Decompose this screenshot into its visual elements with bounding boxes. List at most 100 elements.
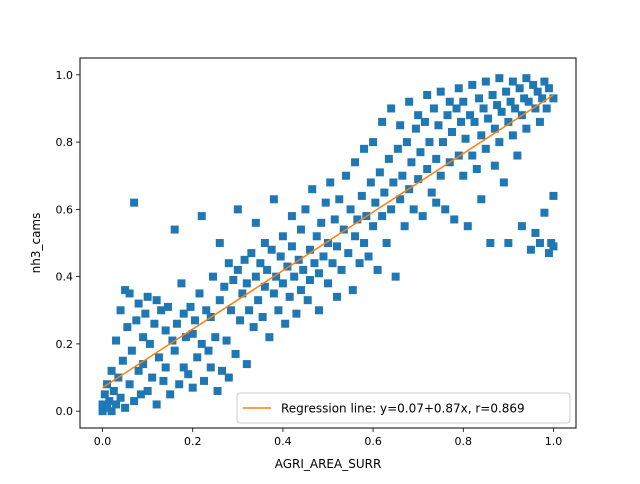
scatter-point	[105, 397, 114, 406]
scatter-point	[378, 117, 387, 126]
scatter-point	[353, 215, 362, 224]
scatter-point	[290, 272, 299, 281]
scatter-point	[251, 218, 260, 227]
scatter-point	[109, 387, 118, 395]
scatter-point	[125, 380, 134, 389]
scatter-point	[163, 302, 172, 311]
scatter-point	[116, 393, 125, 402]
scatter-point	[438, 138, 447, 147]
scatter-point	[154, 353, 163, 362]
scatter-point	[409, 205, 418, 214]
scatter-point	[544, 84, 553, 93]
scatter-point	[366, 178, 375, 187]
scatter-point	[502, 87, 511, 96]
scatter-point	[466, 111, 475, 120]
scatter-point	[245, 306, 254, 315]
scatter-point	[256, 259, 265, 268]
scatter-point	[236, 316, 245, 325]
scatter-point	[166, 390, 175, 399]
scatter-point	[445, 97, 454, 106]
scatter-point	[197, 339, 206, 348]
scatter-point	[533, 87, 542, 96]
scatter-point	[200, 376, 208, 385]
scatter-point	[452, 104, 461, 113]
scatter-point	[508, 131, 517, 140]
scatter-point	[490, 161, 499, 170]
scatter-point	[389, 178, 398, 187]
scatter-point	[387, 205, 396, 214]
scatter-point	[531, 228, 540, 237]
scatter-point	[321, 198, 330, 207]
scatter-point	[186, 302, 195, 311]
scatter-point	[319, 252, 328, 261]
scatter-point	[459, 171, 468, 180]
scatter-point	[292, 309, 301, 318]
scatter-point	[504, 117, 513, 126]
scatter-point	[197, 212, 206, 221]
scatter-point	[278, 232, 287, 241]
scatter-point	[360, 239, 369, 247]
scatter-point	[206, 363, 215, 372]
scatter-point	[263, 265, 272, 274]
scatter-point	[287, 212, 296, 221]
y-axis-ticks: 0.0 0.2 0.4 0.6 0.8 1.0	[56, 69, 80, 418]
scatter-point	[260, 239, 269, 247]
scatter-point	[317, 218, 326, 227]
scatter-point	[470, 117, 479, 126]
scatter-point	[260, 282, 269, 291]
scatter-point	[504, 239, 513, 247]
scatter-point	[475, 94, 484, 103]
scatter-point	[535, 239, 544, 247]
scatter-point	[150, 319, 159, 328]
scatter-point	[522, 124, 531, 133]
scatter-point	[378, 212, 387, 221]
scatter-point	[436, 171, 445, 180]
scatter-point	[484, 114, 493, 123]
scatter-point	[181, 333, 190, 342]
scatter-point	[287, 242, 296, 251]
scatter-point	[486, 239, 495, 247]
points-layer	[98, 74, 558, 416]
scatter-point	[459, 97, 468, 106]
scatter-point	[333, 292, 342, 301]
y-tick-label: 0.4	[56, 271, 74, 284]
scatter-point	[538, 94, 547, 103]
scatter-point	[175, 380, 184, 389]
scatter-point	[432, 198, 441, 207]
scatter-point	[130, 198, 139, 207]
scatter-point	[526, 245, 535, 254]
scatter-point	[233, 205, 242, 214]
scatter-point	[326, 178, 335, 187]
scatter-point	[544, 249, 553, 258]
scatter-point	[188, 383, 197, 392]
scatter-point	[344, 249, 353, 258]
scatter-point	[224, 373, 233, 382]
scatter-point	[441, 205, 450, 214]
y-tick-label: 0.6	[56, 203, 74, 216]
scatter-point	[267, 245, 276, 254]
scatter-point	[508, 77, 517, 86]
scatter-point	[136, 390, 145, 399]
scatter-point	[143, 292, 152, 301]
scatter-point	[346, 205, 355, 214]
scatter-point	[134, 366, 143, 375]
legend: Regression line: y=0.07+0.87x, r=0.869	[236, 392, 571, 424]
scatter-point	[308, 185, 317, 194]
scatter-point	[276, 252, 285, 261]
scatter-point	[549, 242, 558, 251]
scatter-point	[314, 306, 323, 315]
scatter-point	[411, 124, 420, 133]
scatter-point	[112, 400, 121, 409]
scatter-point	[414, 111, 423, 120]
scatter-point	[281, 319, 290, 328]
scatter-point	[436, 87, 445, 96]
scatter-point	[240, 255, 249, 264]
scatter-point	[540, 208, 549, 217]
scatter-point	[477, 195, 486, 204]
scatter-point	[296, 286, 305, 295]
scatter-point	[463, 222, 472, 231]
scatter-point	[371, 198, 380, 207]
scatter-point	[132, 316, 141, 325]
scatter-point	[152, 296, 161, 305]
